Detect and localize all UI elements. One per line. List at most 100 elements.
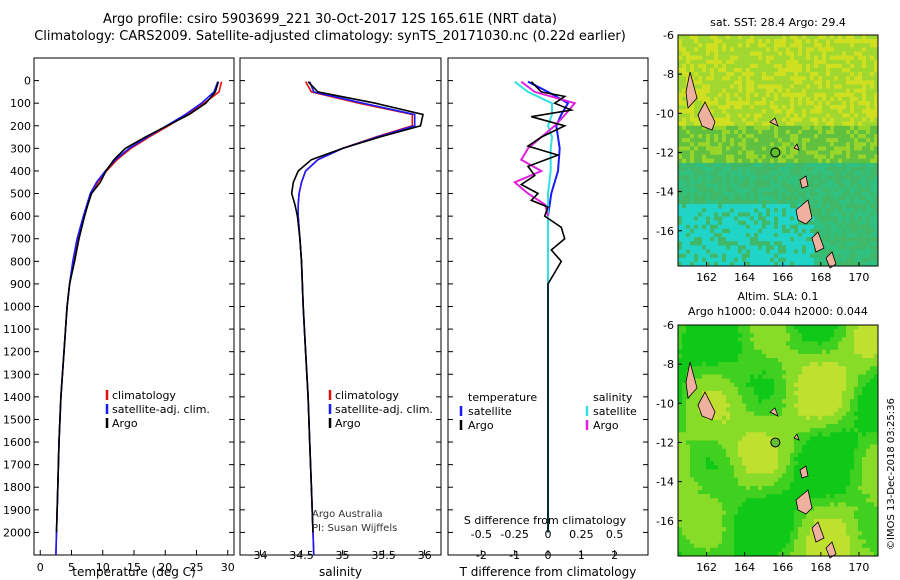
depth-tick-label: 1500 bbox=[3, 413, 31, 426]
sla-map-y-tick-label: -14 bbox=[656, 476, 674, 489]
depth-tick-label: 600 bbox=[10, 210, 31, 223]
sla-map-island bbox=[685, 361, 698, 399]
temperature-diff-x-tick-label: 2 bbox=[611, 549, 618, 562]
sla-map-x-tick-label: 166 bbox=[772, 561, 793, 574]
sla-map-x-tick-label: 162 bbox=[696, 561, 717, 574]
sla-map-island bbox=[697, 391, 716, 421]
salinity-panel-frame bbox=[239, 57, 442, 556]
difference-legend-temperature-head: temperature bbox=[468, 391, 537, 404]
temperature-x-tick-label: 15 bbox=[127, 561, 141, 574]
temperature-legend-label: satellite-adj. clim. bbox=[112, 403, 210, 416]
sst-map-x-tick-label: 164 bbox=[734, 271, 755, 284]
sla-map-heatmap bbox=[678, 325, 879, 557]
depth-tick-label: 400 bbox=[10, 165, 31, 178]
sst-map-y-tick-label: -12 bbox=[656, 146, 674, 159]
plot-title-line1: Argo profile: csiro 5903699_221 30-Oct-2… bbox=[103, 12, 557, 27]
sst-map-title: sat. SST: 28.4 Argo: 29.4 bbox=[710, 16, 846, 29]
depth-tick-label: 1700 bbox=[3, 459, 31, 472]
temperature-x-axis-label: temperature (deg C) bbox=[72, 565, 195, 579]
salinity-x-tick-label: 34.5 bbox=[289, 549, 314, 562]
depth-tick-label: 1400 bbox=[3, 391, 31, 404]
credit-pi-name: PI: Susan Wijffels bbox=[312, 523, 397, 534]
temperature-x-tick-label: 0 bbox=[37, 561, 44, 574]
temperature-x-tick-label: 30 bbox=[221, 561, 235, 574]
salinity-diff-axis-label: S difference from climatology bbox=[464, 514, 627, 527]
depth-tick-label: 900 bbox=[10, 278, 31, 291]
salinity-diff-x-tick-label: -0.5 bbox=[471, 528, 492, 541]
sst-map-argo-position-marker bbox=[770, 147, 781, 158]
depth-tick-label: 800 bbox=[10, 255, 31, 268]
depth-tick-label: 1300 bbox=[3, 368, 31, 381]
sla-map-island bbox=[793, 433, 800, 441]
temperature-legend-label: climatology bbox=[112, 389, 176, 402]
sla-map-subtitle: Argo h1000: 0.044 h2000: 0.044 bbox=[688, 305, 868, 318]
temperature-x-tick-label: 20 bbox=[158, 561, 172, 574]
sla-map-island bbox=[799, 465, 809, 479]
salinity-x-tick-label: 36 bbox=[418, 549, 432, 562]
depth-tick-label: 2000 bbox=[3, 526, 31, 539]
sst-map-island bbox=[793, 143, 800, 151]
depth-tick-label: 1600 bbox=[3, 436, 31, 449]
sst-map-x-tick-label: 166 bbox=[772, 271, 793, 284]
sst-map-island bbox=[825, 251, 837, 269]
sla-map-y-tick-label: -10 bbox=[656, 397, 674, 410]
depth-tick-label: 1200 bbox=[3, 346, 31, 359]
sst-map-island bbox=[697, 101, 716, 131]
sst-map-y-tick-label: -16 bbox=[656, 225, 674, 238]
sla-map-x-tick-label: 170 bbox=[848, 561, 869, 574]
salinity-x-tick-label: 34 bbox=[254, 549, 268, 562]
sst-map-island bbox=[685, 71, 698, 109]
difference-line-t-argo bbox=[519, 81, 575, 533]
sst-map-x-tick-label: 162 bbox=[696, 271, 717, 284]
sla-map-island bbox=[811, 521, 825, 543]
depth-tick-label: 300 bbox=[10, 142, 31, 155]
sla-map-y-tick-label: -6 bbox=[663, 319, 674, 332]
temperature-diff-x-tick-label: -1 bbox=[509, 549, 520, 562]
depth-tick-label: 0 bbox=[24, 75, 31, 88]
temperature-x-tick-label: 10 bbox=[96, 561, 110, 574]
difference-legend-label: Argo bbox=[593, 419, 619, 432]
salinity-diff-x-tick-label: 0 bbox=[545, 528, 552, 541]
salinity-x-tick-label: 35 bbox=[336, 549, 350, 562]
difference-line-s-argo bbox=[512, 80, 577, 217]
sst-map-island bbox=[811, 231, 825, 253]
depth-tick-label: 1000 bbox=[3, 301, 31, 314]
sla-map-y-tick-label: -8 bbox=[663, 358, 674, 371]
temperature-diff-x-tick-label: 1 bbox=[578, 549, 585, 562]
sla-map-frame bbox=[677, 324, 879, 557]
sla-map-title: Altim. SLA: 0.1 bbox=[737, 290, 819, 303]
temperature-diff-axis-label: T difference from climatology bbox=[459, 565, 637, 579]
salinity-x-tick-label: 35.5 bbox=[371, 549, 396, 562]
depth-tick-label: 700 bbox=[10, 233, 31, 246]
depth-tick-label: 1900 bbox=[3, 504, 31, 517]
sla-map-island bbox=[769, 407, 779, 417]
sst-map-heatmap bbox=[678, 35, 879, 267]
salinity-line-argo bbox=[290, 81, 424, 533]
temperature-panel-frame bbox=[33, 57, 235, 556]
sla-map-x-tick-label: 164 bbox=[734, 561, 755, 574]
salinity-legend-label: satellite-adj. clim. bbox=[335, 403, 433, 416]
sst-map-island bbox=[795, 199, 813, 225]
salinity-x-axis-label: salinity bbox=[319, 565, 362, 579]
depth-tick-label: 200 bbox=[10, 120, 31, 133]
difference-legend-label: satellite bbox=[468, 405, 512, 418]
temperature-diff-x-tick-label: 0 bbox=[545, 549, 552, 562]
sst-map-frame bbox=[677, 34, 879, 267]
temperature-legend-label: Argo bbox=[112, 417, 138, 430]
sla-map-y-tick-label: -16 bbox=[656, 515, 674, 528]
credit-argo-australia: Argo Australia bbox=[312, 509, 383, 520]
difference-legend-salinity-head: salinity bbox=[593, 391, 633, 404]
sla-map-y-tick-label: -12 bbox=[656, 436, 674, 449]
sst-map-island bbox=[769, 117, 779, 127]
salinity-diff-x-tick-label: 0.5 bbox=[606, 528, 624, 541]
difference-legend-label: satellite bbox=[593, 405, 637, 418]
sst-map-x-tick-label: 168 bbox=[810, 271, 831, 284]
sst-map-y-tick-label: -6 bbox=[663, 29, 674, 42]
depth-tick-label: 100 bbox=[10, 97, 31, 110]
plot-title-line2: Climatology: CARS2009. Satellite-adjuste… bbox=[34, 29, 626, 44]
sla-map-x-tick-label: 168 bbox=[810, 561, 831, 574]
depth-tick-label: 1100 bbox=[3, 323, 31, 336]
sst-map-y-tick-label: -8 bbox=[663, 68, 674, 81]
sla-map-island bbox=[795, 489, 813, 515]
